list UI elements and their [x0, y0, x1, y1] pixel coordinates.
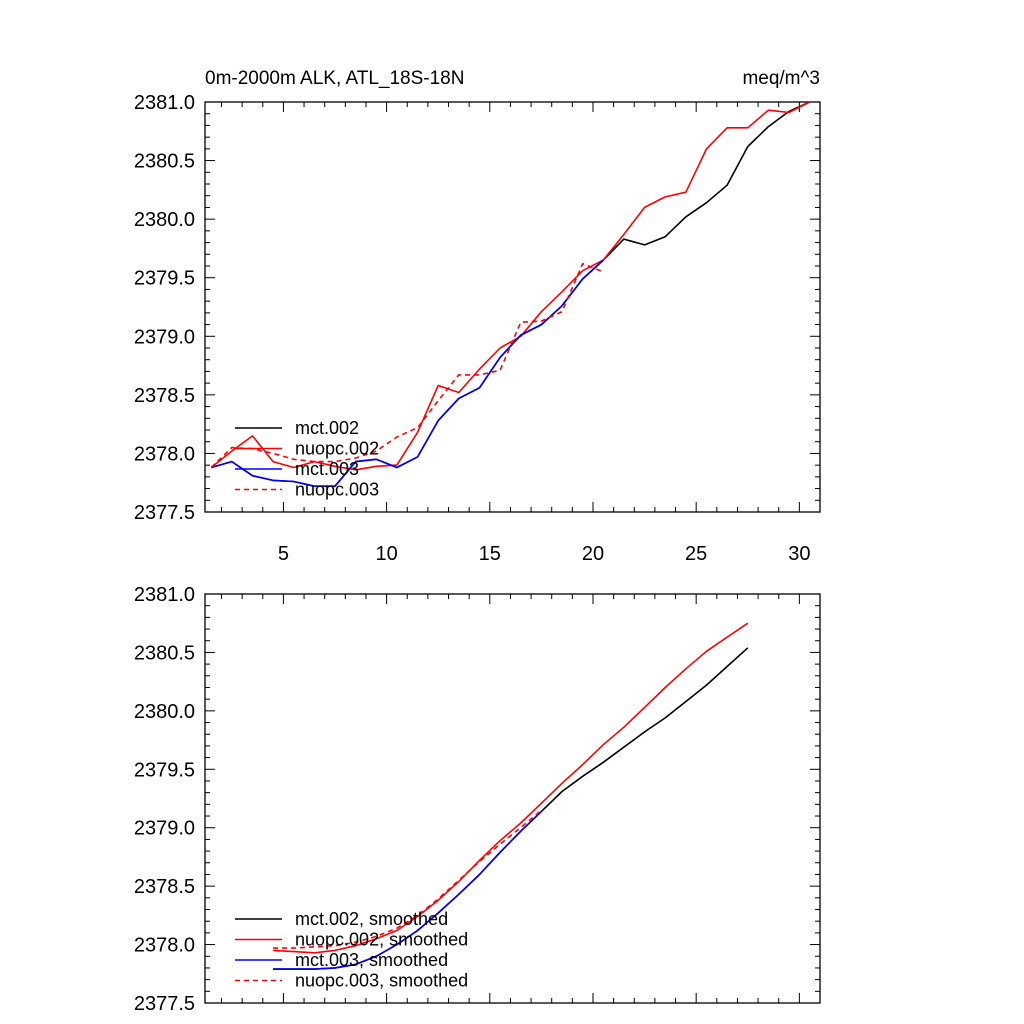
y-tick-label: 2381.0	[134, 584, 195, 606]
x-tick-label: 10	[375, 543, 397, 565]
chart-units: meq/m^3	[742, 68, 820, 89]
x-tick-label: 15	[479, 543, 501, 565]
x-tick-label: 25	[685, 543, 707, 565]
y-tick-label: 2378.5	[134, 876, 195, 898]
legend-label-3: mct.003, smoothed	[295, 950, 448, 970]
y-tick-label: 2380.5	[134, 151, 195, 173]
series-line-2	[210, 101, 811, 471]
legend-label-3: mct.003	[295, 459, 359, 479]
series-line-4	[210, 262, 604, 469]
y-tick-label: 2381.0	[134, 92, 195, 114]
y-tick-label: 2379.0	[134, 326, 195, 348]
x-tick-label: 5	[278, 543, 289, 565]
series-line-4	[273, 809, 542, 949]
series-line-2	[273, 622, 749, 954]
legend-label-4: nuopc.003, smoothed	[295, 971, 468, 991]
y-tick-label: 2378.5	[134, 385, 195, 407]
plot-frame	[204, 593, 821, 1004]
x-tick-label: 20	[582, 543, 604, 565]
series-line-3	[210, 259, 604, 488]
chart-panel-1: 2381.0 2380.5 2380.0 2379.5 2379.0 2378.5 2378…	[134, 68, 821, 565]
y-tick-label: 2380.5	[134, 642, 195, 664]
plot-frame	[204, 101, 821, 513]
chart-panel-2: 2381.0 2380.5 2380.0 2379.5 2379.0 2378.5 2378…	[134, 584, 821, 1015]
y-tick-label: 2379.0	[134, 818, 195, 840]
legend-label-4: nuopc.003	[295, 480, 379, 500]
x-tick-label: 30	[788, 543, 810, 565]
y-tick-label: 2379.5	[134, 759, 195, 781]
y-tick-label: 2378.0	[134, 935, 195, 957]
series-line-3	[273, 810, 542, 970]
y-tick-label: 2377.5	[134, 502, 195, 524]
legend-label-1: mct.002	[295, 418, 359, 438]
chart-title: 0m-2000m ALK, ATL_18S-18N	[205, 68, 464, 89]
legend-label-1: mct.002, smoothed	[295, 909, 448, 929]
legend-label-2: nuopc.002, smoothed	[295, 930, 468, 950]
y-tick-label: 2380.0	[134, 701, 195, 723]
y-tick-label: 2378.0	[134, 443, 195, 465]
y-tick-label: 2379.5	[134, 268, 195, 290]
y-tick-label: 2377.5	[134, 993, 195, 1015]
y-tick-label: 2380.0	[134, 209, 195, 231]
legend-label-2: nuopc.002	[295, 439, 379, 459]
